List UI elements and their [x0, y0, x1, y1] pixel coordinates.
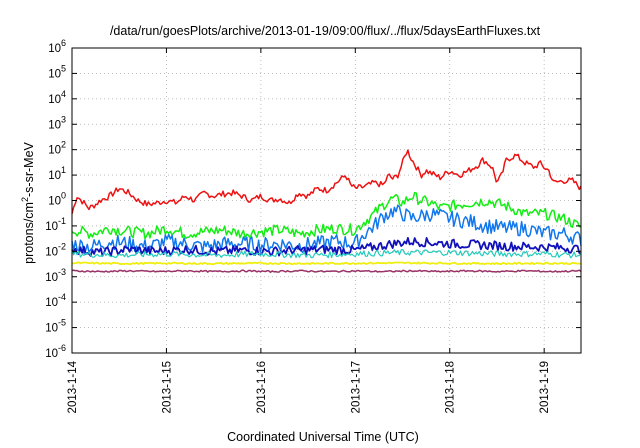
y-tick-label: 102 — [48, 140, 66, 157]
y-tick-base: 10 — [48, 94, 61, 106]
y-tick-exponent: -5 — [58, 318, 66, 328]
y-tick-exponent: -1 — [58, 216, 66, 226]
y-tick-label: 106 — [48, 38, 66, 55]
y-tick-exponent: -4 — [58, 292, 66, 302]
y-tick-exponent: -3 — [58, 267, 66, 277]
y-tick-base: 10 — [48, 145, 61, 157]
y-axis-title: protons/cm2-s-sr-MeV — [20, 141, 36, 263]
series-group — [71, 149, 582, 274]
series-line-1 — [71, 149, 582, 214]
y-tick-exponent: -2 — [58, 241, 66, 251]
x-tick-label: 2013-1-15 — [161, 361, 173, 413]
y-tick-exponent: 0 — [61, 191, 66, 201]
series-line-7 — [71, 269, 582, 274]
y-tick-exponent: -6 — [58, 343, 66, 353]
y-axis-title-prefix: protons/cm — [22, 202, 36, 264]
y-tick-label: 10-5 — [45, 318, 66, 335]
x-axis-title: Coordinated Universal Time (UTC) — [227, 430, 419, 444]
y-axis-title-sup: 2 — [20, 197, 30, 202]
series-line-3 — [71, 204, 582, 255]
y-tick-label: 105 — [48, 63, 66, 80]
y-tick-exponent: 3 — [61, 114, 66, 124]
y-tick-label: 101 — [48, 165, 66, 182]
y-tick-exponent: 1 — [61, 165, 66, 175]
grid — [72, 48, 581, 353]
y-tick-label: 100 — [48, 191, 66, 208]
x-tick-label: 2013-1-17 — [350, 361, 362, 413]
y-axis: 10-610-510-410-310-210-11001011021031041… — [45, 38, 581, 360]
chart-title: /data/run/goesPlots/archive/2013-01-19/0… — [110, 24, 541, 38]
y-tick-base: 10 — [48, 119, 61, 131]
y-tick-base: 10 — [48, 196, 61, 208]
y-tick-base: 10 — [45, 221, 58, 233]
y-tick-exponent: 5 — [61, 63, 66, 73]
x-tick-label: 2013-1-14 — [67, 360, 79, 413]
y-tick-base: 10 — [45, 246, 58, 258]
y-tick-label: 10-3 — [45, 267, 66, 284]
y-tick-base: 10 — [48, 170, 61, 182]
y-tick-label: 10-6 — [45, 343, 66, 360]
y-tick-base: 10 — [45, 297, 58, 309]
y-tick-exponent: 2 — [61, 140, 66, 150]
x-tick-label: 2013-1-19 — [539, 361, 551, 413]
x-tick-label: 2013-1-16 — [256, 361, 268, 413]
y-tick-label: 10-1 — [45, 216, 66, 233]
x-tick-label: 2013-1-18 — [445, 361, 457, 413]
y-tick-base: 10 — [45, 272, 58, 284]
y-tick-label: 10-4 — [45, 292, 66, 309]
y-tick-label: 10-2 — [45, 241, 66, 258]
y-tick-base: 10 — [48, 68, 61, 80]
series-line-4 — [71, 236, 582, 257]
series-line-5 — [71, 249, 582, 259]
y-tick-base: 10 — [48, 43, 61, 55]
y-axis-title-suffix: -s-sr-MeV — [22, 141, 36, 197]
series-line-6 — [71, 261, 582, 266]
y-tick-exponent: 4 — [61, 89, 66, 99]
y-tick-base: 10 — [45, 323, 58, 335]
y-tick-label: 103 — [48, 114, 66, 131]
series-line-2 — [71, 191, 582, 240]
y-tick-label: 104 — [48, 89, 66, 106]
y-tick-exponent: 6 — [61, 38, 66, 48]
y-tick-base: 10 — [45, 348, 58, 360]
x-axis: 2013-1-14 2013-1-15 2013-1-16 2013-1-17 2013… — [67, 48, 551, 413]
